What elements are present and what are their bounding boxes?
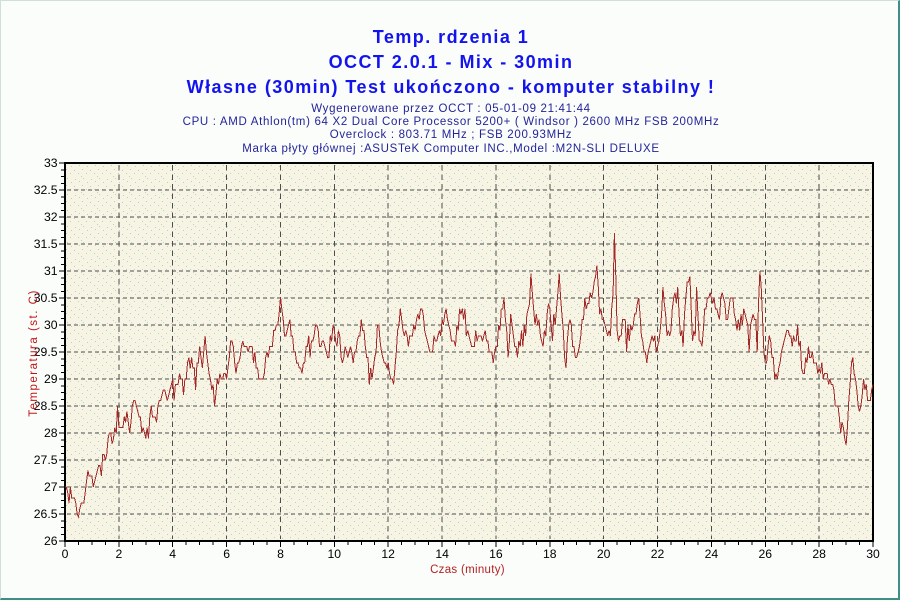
svg-text:14: 14 (435, 547, 449, 561)
svg-text:29.5: 29.5 (34, 345, 58, 359)
svg-text:28.5: 28.5 (34, 399, 58, 413)
svg-text:26: 26 (44, 534, 58, 548)
svg-text:16: 16 (489, 547, 503, 561)
svg-text:20: 20 (597, 547, 611, 561)
svg-text:Czas (minuty): Czas (minuty) (430, 564, 505, 576)
svg-text:28: 28 (44, 426, 58, 440)
svg-text:6: 6 (223, 547, 230, 561)
svg-text:18: 18 (543, 547, 557, 561)
svg-text:32.5: 32.5 (34, 183, 58, 197)
svg-text:10: 10 (328, 547, 342, 561)
svg-text:2: 2 (116, 547, 123, 561)
svg-text:30.5: 30.5 (34, 291, 58, 305)
svg-text:12: 12 (381, 547, 395, 561)
svg-text:32: 32 (44, 210, 58, 224)
svg-text:26.5: 26.5 (34, 507, 58, 521)
svg-text:30: 30 (44, 318, 58, 332)
svg-text:Temperatura (st. C): Temperatura (st. C) (28, 289, 40, 417)
svg-text:29: 29 (44, 372, 58, 386)
svg-text:8: 8 (277, 547, 284, 561)
svg-text:31: 31 (44, 264, 58, 278)
svg-text:4: 4 (169, 547, 176, 561)
svg-text:28: 28 (812, 547, 826, 561)
svg-text:26: 26 (759, 547, 773, 561)
svg-text:31.5: 31.5 (34, 237, 58, 251)
svg-text:0: 0 (62, 547, 69, 561)
svg-text:27.5: 27.5 (34, 453, 58, 467)
svg-text:24: 24 (705, 547, 719, 561)
svg-text:33: 33 (44, 156, 58, 170)
svg-text:27: 27 (44, 480, 58, 494)
svg-text:30: 30 (866, 547, 880, 561)
svg-text:22: 22 (651, 547, 665, 561)
